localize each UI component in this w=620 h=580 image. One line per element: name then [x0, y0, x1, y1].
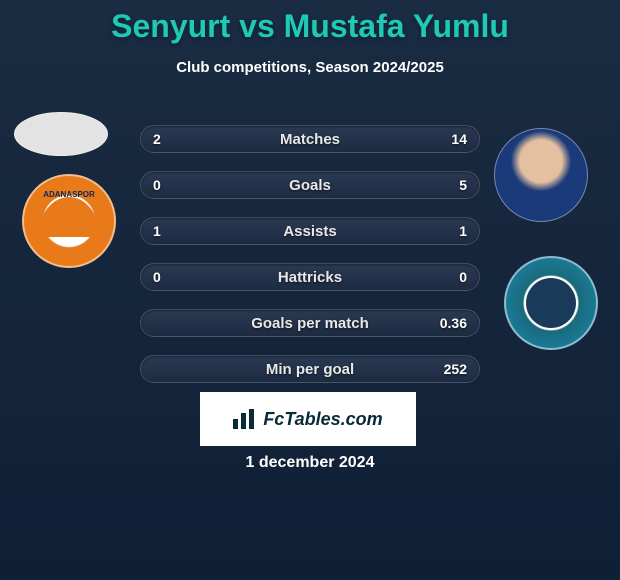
stat-row-goals: 0 Goals 5 [140, 171, 480, 199]
stat-left-value: 0 [153, 177, 161, 193]
stat-label: Goals [289, 177, 331, 194]
stat-row-gpm: Goals per match 0.36 [140, 309, 480, 337]
fctables-text: FcTables.com [263, 409, 382, 430]
stat-label: Matches [280, 131, 340, 148]
stat-right-value: 0 [459, 269, 467, 285]
fctables-attribution[interactable]: FcTables.com [200, 392, 416, 446]
stat-right-value: 252 [444, 361, 467, 377]
stat-label: Hattricks [278, 269, 342, 286]
stat-row-assists: 1 Assists 1 [140, 217, 480, 245]
badge-left-text: ADANASPOR [43, 190, 95, 199]
stat-row-matches: 2 Matches 14 [140, 125, 480, 153]
page-title: Senyurt vs Mustafa Yumlu [0, 0, 620, 45]
club-badge-right [504, 256, 598, 350]
stat-left-value: 2 [153, 131, 161, 147]
stat-label: Min per goal [266, 361, 354, 378]
stat-left-value: 1 [153, 223, 161, 239]
stat-row-hattricks: 0 Hattricks 0 [140, 263, 480, 291]
club-badge-left: ADANASPOR [22, 174, 116, 268]
stat-label: Assists [283, 223, 336, 240]
fctables-icon [233, 409, 257, 429]
stat-left-value: 0 [153, 269, 161, 285]
player-photo-right [494, 128, 588, 222]
stat-row-mpg: Min per goal 252 [140, 355, 480, 383]
stat-right-value: 14 [451, 131, 467, 147]
badge-left-shape [38, 197, 100, 237]
badge-right-shape [526, 278, 576, 328]
stat-right-value: 0.36 [440, 315, 467, 331]
stat-right-value: 5 [459, 177, 467, 193]
stat-label: Goals per match [251, 315, 369, 332]
player-photo-left [14, 112, 108, 156]
date-text: 1 december 2024 [0, 454, 620, 472]
stat-right-value: 1 [459, 223, 467, 239]
stats-area: 2 Matches 14 0 Goals 5 1 Assists 1 0 Hat… [140, 125, 480, 401]
subtitle: Club competitions, Season 2024/2025 [0, 59, 620, 76]
